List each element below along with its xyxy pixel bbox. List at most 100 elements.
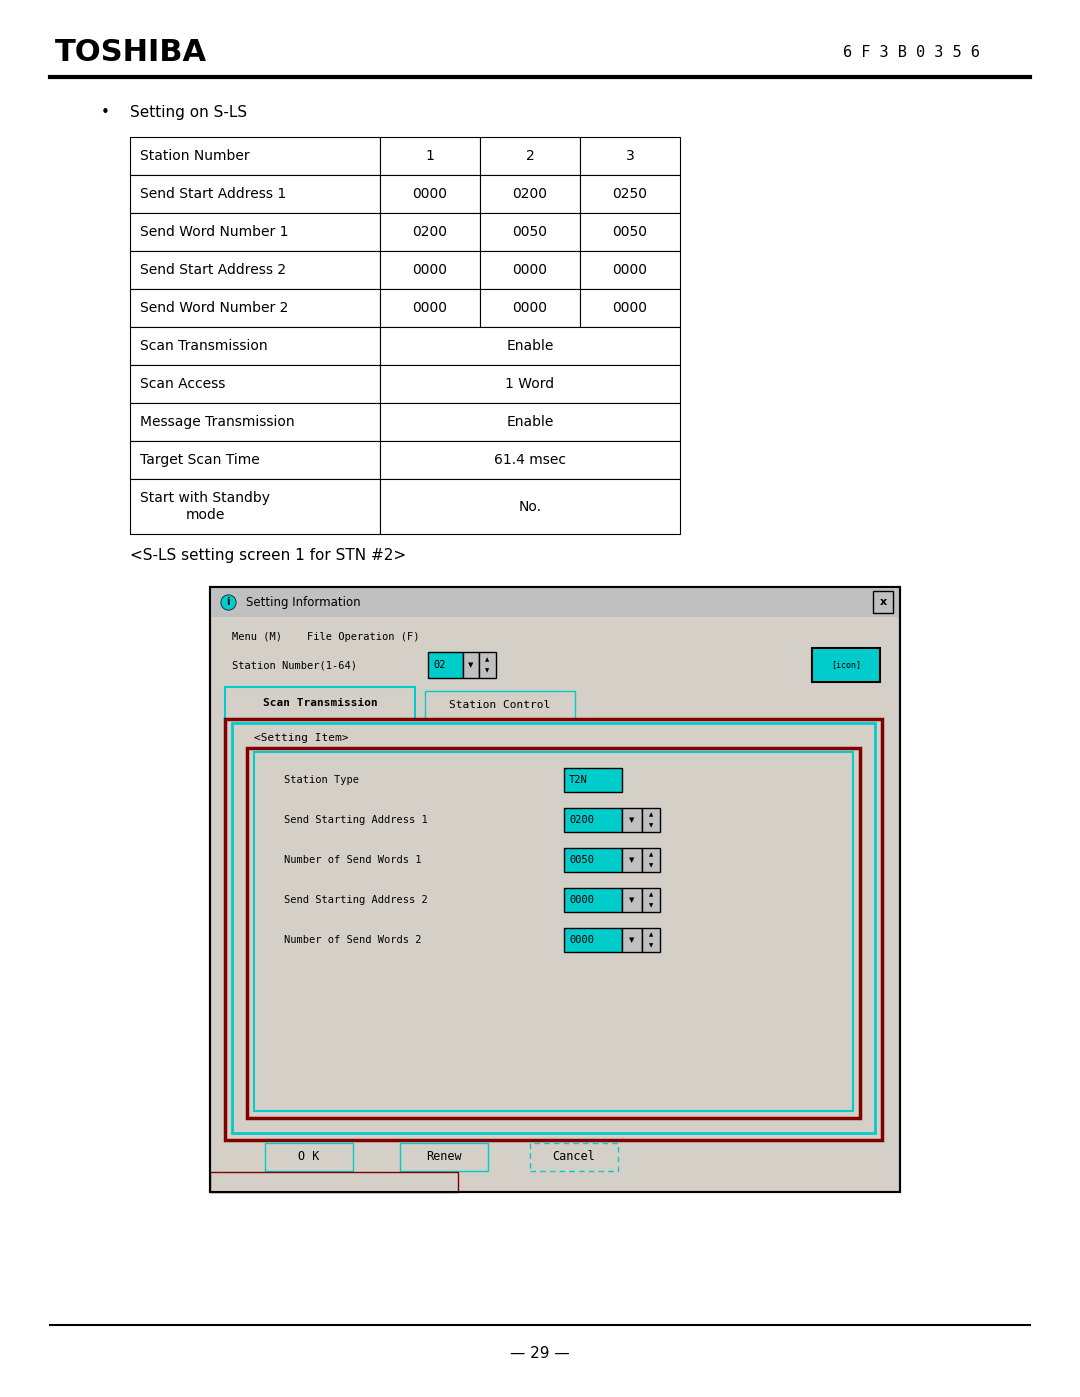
Bar	[622, 888, 642, 912]
Text: No.: No.	[518, 500, 541, 514]
Text: Number of Send Words 1: Number of Send Words 1	[284, 855, 421, 865]
Bar	[130, 441, 380, 479]
Text: 1: 1	[426, 149, 434, 163]
Text: 6 F 3 B 0 3 5 6: 6 F 3 B 0 3 5 6	[843, 45, 980, 60]
Text: TOSHIBA: TOSHIBA	[55, 38, 207, 67]
Text: Send Starting Address 2: Send Starting Address 2	[284, 895, 428, 905]
Text: O K: O K	[298, 1151, 320, 1164]
Text: Send Start Address 2: Send Start Address 2	[140, 263, 286, 277]
Bar	[580, 212, 680, 251]
Bar	[380, 365, 680, 402]
Text: 0000: 0000	[413, 263, 447, 277]
Bar	[480, 175, 580, 212]
Text: x: x	[879, 597, 887, 608]
Bar	[232, 724, 875, 1133]
Bar	[642, 888, 660, 912]
Text: Message Transmission: Message Transmission	[140, 415, 295, 429]
Text: — 29 —: — 29 —	[510, 1345, 570, 1361]
Text: ▼: ▼	[630, 856, 635, 863]
Text: Station Type: Station Type	[284, 775, 359, 785]
Text: [icon]: [icon]	[831, 661, 861, 669]
Text: Setting Information: Setting Information	[246, 595, 361, 609]
Text: 2: 2	[526, 149, 535, 163]
Bar	[225, 687, 415, 719]
Bar	[580, 251, 680, 289]
Text: <S-LS setting screen 1 for STN #2>: <S-LS setting screen 1 for STN #2>	[130, 548, 406, 563]
Bar	[873, 591, 893, 613]
Bar	[210, 1172, 458, 1192]
Bar	[426, 692, 575, 719]
Text: Setting on S-LS: Setting on S-LS	[130, 105, 247, 120]
Bar	[812, 648, 880, 682]
Bar	[564, 807, 622, 833]
Text: Send Start Address 1: Send Start Address 1	[140, 187, 286, 201]
Bar	[622, 807, 642, 833]
Text: ▼: ▼	[649, 943, 653, 949]
Text: 0000: 0000	[612, 300, 648, 314]
Text: 0000: 0000	[569, 895, 594, 905]
Text: Start with Standby
mode: Start with Standby mode	[140, 492, 270, 521]
Text: Scan Transmission: Scan Transmission	[140, 339, 268, 353]
Text: ▲: ▲	[649, 932, 653, 937]
Bar	[564, 848, 622, 872]
Text: Number of Send Words 2: Number of Send Words 2	[284, 935, 421, 944]
Text: Send Word Number 2: Send Word Number 2	[140, 300, 288, 314]
Bar	[622, 928, 642, 951]
Bar	[463, 652, 480, 678]
Text: Station Control: Station Control	[449, 700, 551, 710]
Text: 3: 3	[625, 149, 634, 163]
Bar	[564, 888, 622, 912]
Text: ▼: ▼	[630, 817, 635, 823]
Text: ▼: ▼	[649, 902, 653, 908]
Bar	[642, 807, 660, 833]
Text: 0050: 0050	[513, 225, 548, 239]
Text: Station Number: Station Number	[140, 149, 249, 163]
Text: Station Number(1-64): Station Number(1-64)	[232, 659, 357, 671]
Bar	[622, 848, 642, 872]
Bar	[254, 752, 853, 1111]
Text: ▼: ▼	[649, 823, 653, 828]
Text: Send Starting Address 1: Send Starting Address 1	[284, 814, 428, 826]
Bar	[265, 1143, 353, 1171]
Text: Send Word Number 1: Send Word Number 1	[140, 225, 288, 239]
Bar	[380, 479, 680, 534]
Bar	[130, 402, 380, 441]
Text: Cancel: Cancel	[553, 1151, 595, 1164]
Bar	[380, 402, 680, 441]
Text: 0000: 0000	[513, 300, 548, 314]
Bar	[380, 251, 480, 289]
Text: ▼: ▼	[630, 937, 635, 943]
Text: 0200: 0200	[413, 225, 447, 239]
Bar	[247, 747, 860, 1118]
Bar	[642, 848, 660, 872]
Text: ▲: ▲	[485, 657, 489, 662]
Bar	[210, 587, 900, 617]
Text: 0000: 0000	[513, 263, 548, 277]
Text: Scan Access: Scan Access	[140, 377, 226, 391]
Bar	[400, 1143, 488, 1171]
Bar	[210, 587, 900, 1192]
Text: 0250: 0250	[612, 187, 648, 201]
Text: Scan Transmission: Scan Transmission	[262, 698, 377, 708]
Bar	[130, 365, 380, 402]
Text: ▼: ▼	[469, 662, 474, 668]
Bar	[130, 212, 380, 251]
Text: ▼: ▼	[630, 897, 635, 902]
Bar	[380, 289, 480, 327]
Text: Menu (M)    File Operation (F): Menu (M) File Operation (F)	[232, 631, 419, 643]
Text: ▲: ▲	[649, 893, 653, 897]
Bar	[642, 928, 660, 951]
Text: Target Scan Time: Target Scan Time	[140, 453, 260, 467]
Text: Enable: Enable	[507, 415, 554, 429]
Bar	[130, 137, 380, 175]
Text: 0000: 0000	[612, 263, 648, 277]
Bar	[225, 719, 882, 1140]
Bar	[380, 327, 680, 365]
Bar	[130, 251, 380, 289]
Text: •: •	[100, 105, 109, 120]
Text: 0050: 0050	[612, 225, 648, 239]
Bar	[564, 768, 622, 792]
Bar	[428, 652, 463, 678]
Bar	[580, 289, 680, 327]
Text: 0200: 0200	[569, 814, 594, 826]
